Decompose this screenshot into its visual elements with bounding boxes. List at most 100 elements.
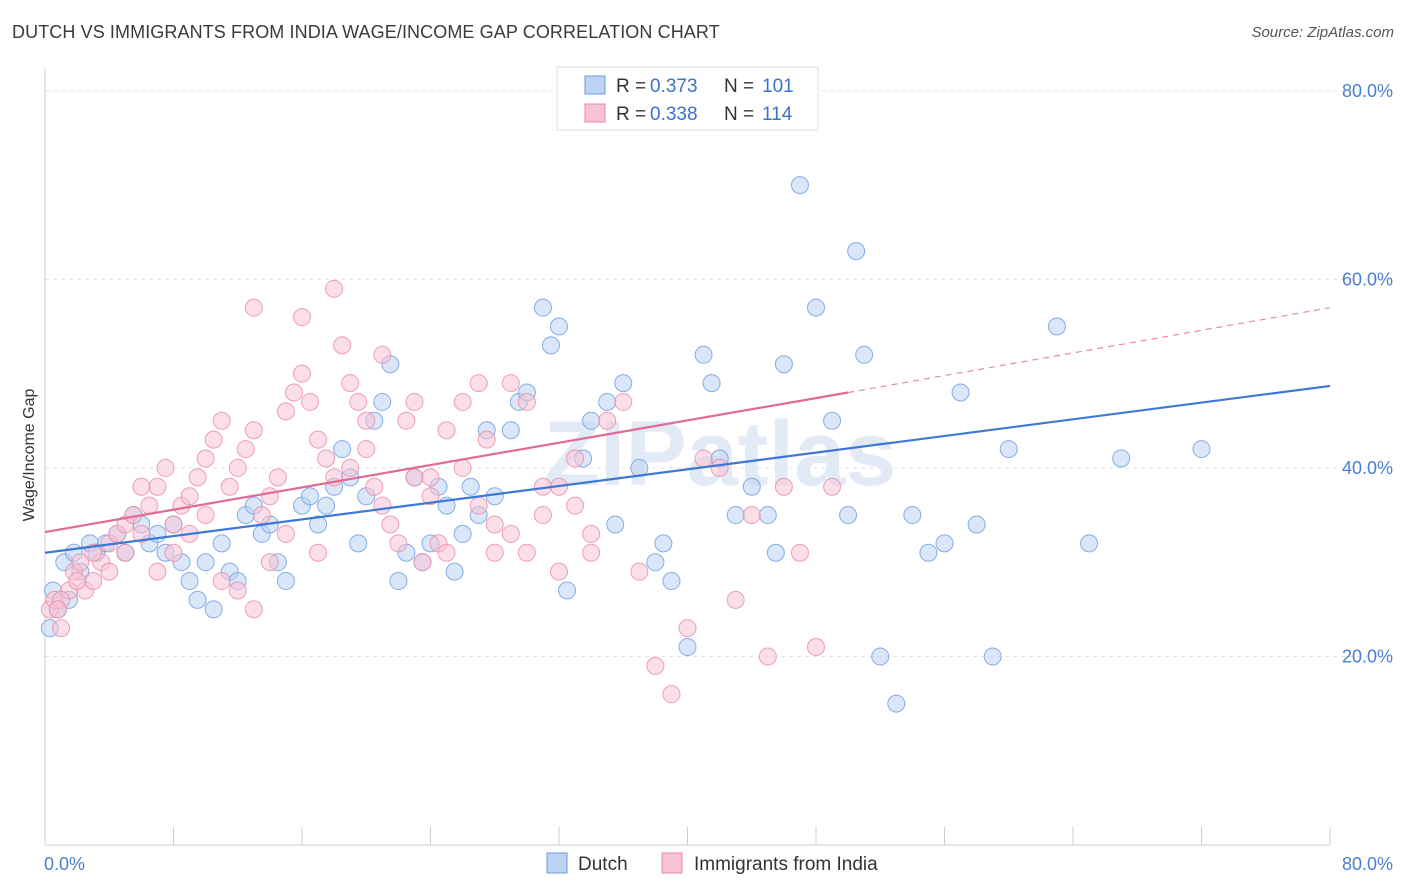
point-india [212, 411, 231, 430]
point-india [220, 477, 239, 496]
point-dutch [188, 590, 207, 609]
point-india [469, 496, 488, 515]
point-dutch [541, 336, 560, 355]
point-india [397, 411, 416, 430]
point-india [341, 458, 360, 477]
y-tick-label: 40.0% [1342, 458, 1393, 478]
point-india [309, 543, 328, 562]
point-india [630, 562, 649, 581]
point-dutch [1112, 449, 1131, 468]
point-dutch [694, 345, 713, 364]
point-dutch [373, 392, 392, 411]
point-india [204, 430, 223, 449]
point-india [614, 392, 633, 411]
point-india [260, 487, 279, 506]
chart-title: DUTCH VS IMMIGRANTS FROM INDIA WAGE/INCO… [12, 22, 720, 42]
point-dutch [1192, 440, 1211, 459]
trend-line-india-extension [848, 307, 1331, 394]
point-dutch [317, 496, 336, 515]
point-india [365, 477, 384, 496]
point-india [84, 572, 103, 591]
point-dutch [309, 515, 328, 534]
point-india [533, 506, 552, 525]
point-india [196, 449, 215, 468]
point-dutch [999, 440, 1018, 459]
point-india [453, 392, 472, 411]
point-india [276, 524, 295, 543]
point-india [301, 392, 320, 411]
point-dutch [598, 392, 617, 411]
point-india [188, 468, 207, 487]
point-dutch [1047, 317, 1066, 336]
point-india [694, 449, 713, 468]
point-india [485, 543, 504, 562]
point-dutch [807, 298, 825, 317]
point-dutch [758, 506, 777, 525]
point-india [582, 524, 601, 543]
point-dutch [301, 487, 320, 506]
y-tick-label: 20.0% [1342, 646, 1393, 666]
point-dutch [1080, 534, 1099, 553]
point-india [164, 515, 183, 534]
point-india [317, 449, 336, 468]
point-dutch [180, 572, 199, 591]
point-india [710, 458, 729, 477]
point-dutch [823, 411, 842, 430]
point-india [566, 496, 585, 515]
point-india [260, 553, 279, 572]
point-dutch [461, 477, 480, 496]
point-india [325, 279, 344, 298]
point-india [68, 572, 87, 591]
point-india [357, 411, 376, 430]
point-india [469, 374, 488, 393]
point-dutch [646, 553, 665, 572]
legend-swatch-dutch[interactable] [546, 852, 568, 874]
point-dutch [582, 411, 601, 430]
point-dutch [445, 562, 464, 581]
point-india [349, 392, 368, 411]
y-tick-label: 60.0% [1342, 269, 1393, 289]
source-credit: Source: ZipAtlas.com [1251, 24, 1394, 41]
legend-swatch-india[interactable] [661, 852, 683, 874]
point-india [742, 506, 761, 525]
point-dutch [742, 477, 761, 496]
legend-label-india[interactable]: Immigrants from India [694, 854, 878, 875]
point-india [293, 364, 311, 383]
point-dutch [951, 383, 970, 402]
axes [44, 68, 1331, 846]
point-india [421, 468, 440, 487]
point-india [100, 562, 119, 581]
point-india [405, 468, 424, 487]
point-dutch [847, 242, 866, 261]
point-dutch [533, 298, 552, 317]
point-dutch [204, 600, 223, 619]
stats-swatch-india [584, 103, 606, 123]
point-india [52, 619, 71, 638]
point-india [284, 383, 303, 402]
point-india [293, 308, 311, 327]
point-india [381, 515, 400, 534]
point-india [164, 543, 183, 562]
stats-r-label: R = [616, 104, 646, 125]
series-legend: Dutch Immigrants from India [546, 852, 878, 875]
point-india [140, 496, 159, 515]
point-india [252, 506, 271, 525]
y-axis-label: Wage/Income Gap [21, 389, 38, 522]
point-dutch [389, 572, 408, 591]
stats-n-value: 101 [762, 76, 794, 97]
point-india [268, 468, 287, 487]
point-india [437, 543, 456, 562]
stats-r-label: R = [616, 76, 646, 97]
point-dutch [558, 581, 577, 600]
point-india [357, 440, 376, 459]
point-india [501, 524, 520, 543]
point-india [276, 402, 295, 421]
point-dutch [678, 638, 697, 657]
point-india [236, 440, 255, 459]
point-india [421, 487, 440, 506]
point-dutch [903, 506, 922, 525]
point-india [132, 524, 151, 543]
legend-label-dutch[interactable]: Dutch [578, 854, 628, 875]
point-india [148, 562, 167, 581]
point-india [132, 477, 151, 496]
